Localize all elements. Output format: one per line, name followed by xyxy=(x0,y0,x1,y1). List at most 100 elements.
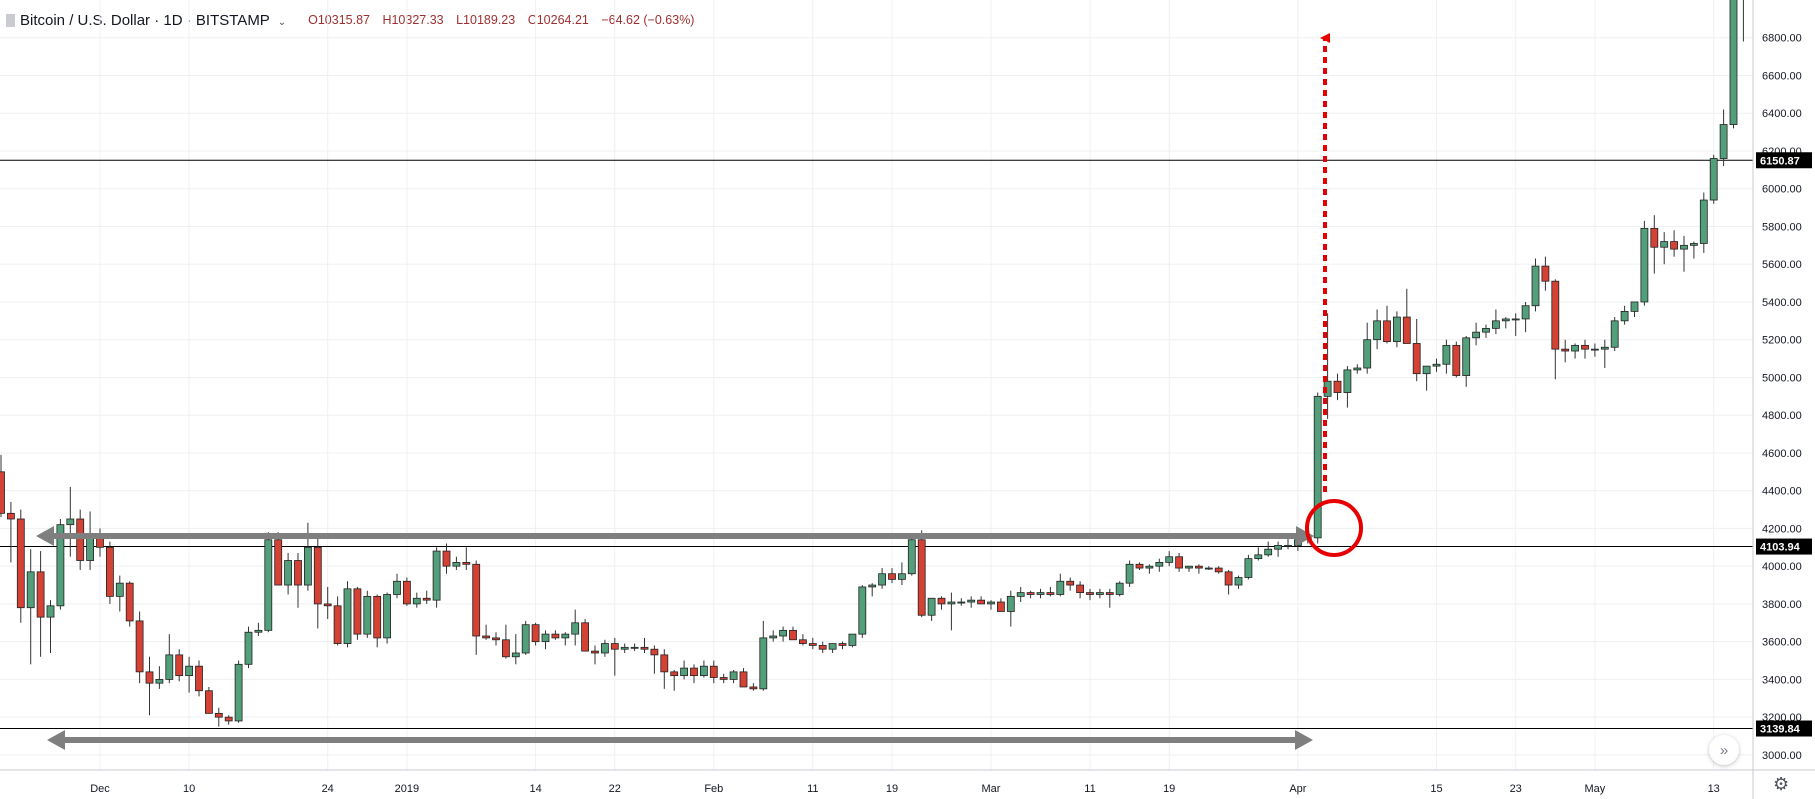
candle-up xyxy=(620,643,629,653)
ohlc-readout: O10315.87 H10327.33 L10189.23 C10264.21 … xyxy=(308,13,694,27)
candle-up xyxy=(1115,581,1124,597)
x-tick-label: Dec xyxy=(90,783,110,795)
candle-body xyxy=(1224,571,1233,586)
candle-body xyxy=(66,518,75,526)
x-tick-label: 22 xyxy=(609,783,621,795)
symbol-name: Bitcoin / U.S. Dollar xyxy=(20,11,151,29)
candle-down xyxy=(591,645,599,665)
candle-body xyxy=(1591,348,1599,351)
candle-up xyxy=(264,532,273,633)
candle-body xyxy=(1254,554,1263,560)
candle-body xyxy=(551,633,560,639)
candle-body xyxy=(1729,0,1738,125)
y-tick-label: 4400.00 xyxy=(1762,486,1802,498)
candle-body xyxy=(759,637,768,690)
x-tick-label: 11 xyxy=(1084,783,1095,795)
candle-body xyxy=(1096,592,1104,595)
x-tick-label: 15 xyxy=(1430,783,1442,795)
candle-up xyxy=(1185,565,1193,572)
candle-body xyxy=(1581,344,1589,350)
candle-up xyxy=(303,522,312,591)
candle-body xyxy=(1571,344,1579,352)
candle-body xyxy=(353,588,362,635)
candle-down xyxy=(997,598,1005,612)
level-price-label: 3139.84 xyxy=(1760,724,1801,736)
candle-body xyxy=(779,629,787,637)
candle-body xyxy=(373,595,382,639)
candle-up xyxy=(848,633,857,648)
candle-body xyxy=(402,580,411,605)
candle-body xyxy=(1492,320,1500,329)
candle-down xyxy=(501,624,510,659)
candle-body xyxy=(581,622,589,652)
candle-body xyxy=(1719,124,1728,159)
symbol-title[interactable]: Bitcoin / U.S. Dollar · 1D · BITSTAMP ⌄ xyxy=(20,12,286,29)
candle-body xyxy=(1333,380,1342,393)
candle-body xyxy=(1650,227,1659,248)
candle-up xyxy=(858,585,867,638)
chart-header: Bitcoin / U.S. Dollar · 1D · BITSTAMP ⌄ … xyxy=(6,9,694,31)
candle-down xyxy=(1066,577,1075,591)
candle-body xyxy=(0,471,5,514)
candle-body xyxy=(561,633,570,639)
interval-label: 1D xyxy=(163,11,183,29)
candle-up xyxy=(46,600,55,653)
candle-down xyxy=(402,577,411,606)
candle-down xyxy=(808,637,817,650)
header-separator-1: · xyxy=(154,11,160,29)
x-tick-label: 14 xyxy=(529,783,541,795)
candle-down xyxy=(1650,215,1659,274)
candle-body xyxy=(650,648,659,656)
candle-body xyxy=(264,539,273,631)
candle-down xyxy=(818,641,827,653)
candle-body xyxy=(987,601,995,605)
candle-body xyxy=(927,597,936,616)
range-arrow-bottom-left-head xyxy=(47,730,65,750)
candle-body xyxy=(76,518,85,561)
candle-body xyxy=(1531,265,1540,307)
candle-up xyxy=(571,609,580,646)
candle-body xyxy=(1402,316,1411,344)
candle-body xyxy=(1076,584,1084,593)
candles xyxy=(0,0,1744,727)
candle-up xyxy=(521,620,530,655)
candle-down xyxy=(1046,586,1055,597)
candle-up xyxy=(729,669,738,684)
candle-body xyxy=(799,639,807,644)
candle-body xyxy=(1175,556,1183,569)
candle-down xyxy=(373,594,382,648)
candle-down xyxy=(1541,256,1550,291)
candle-body xyxy=(680,667,688,677)
candle-up xyxy=(1145,564,1154,574)
candle-body xyxy=(709,665,718,678)
candle-up xyxy=(1432,358,1441,372)
candle-down xyxy=(0,454,5,518)
chevron-down-icon[interactable]: ⌄ xyxy=(277,16,287,28)
range-arrow-top-left-head xyxy=(36,526,54,546)
candle-body xyxy=(1501,318,1510,322)
candle-body xyxy=(1561,348,1570,352)
gear-icon[interactable]: ⚙ xyxy=(1773,774,1790,794)
candle-body xyxy=(789,629,797,641)
candle-down xyxy=(333,596,342,646)
x-tick-label: 2019 xyxy=(395,783,419,795)
candle-up xyxy=(1699,192,1708,253)
range-arrow-bottom-right-head xyxy=(1295,730,1313,750)
candle-up xyxy=(1274,541,1282,557)
y-tick-label: 4000.00 xyxy=(1762,561,1802,573)
candle-body xyxy=(1630,301,1639,312)
x-tick-label: Feb xyxy=(704,783,723,795)
candle-down xyxy=(1383,305,1391,344)
candle-up xyxy=(927,597,936,621)
candle-down xyxy=(917,530,926,618)
candle-body xyxy=(294,560,302,586)
candle-body xyxy=(769,635,778,639)
y-tick-label: 3800.00 xyxy=(1762,599,1802,611)
candle-body xyxy=(838,643,847,646)
candle-down xyxy=(16,509,25,623)
candle-up xyxy=(1630,301,1639,318)
scroll-to-realtime-button[interactable]: » xyxy=(1709,735,1739,765)
candle-body xyxy=(1105,592,1114,595)
candle-up xyxy=(1204,566,1213,570)
